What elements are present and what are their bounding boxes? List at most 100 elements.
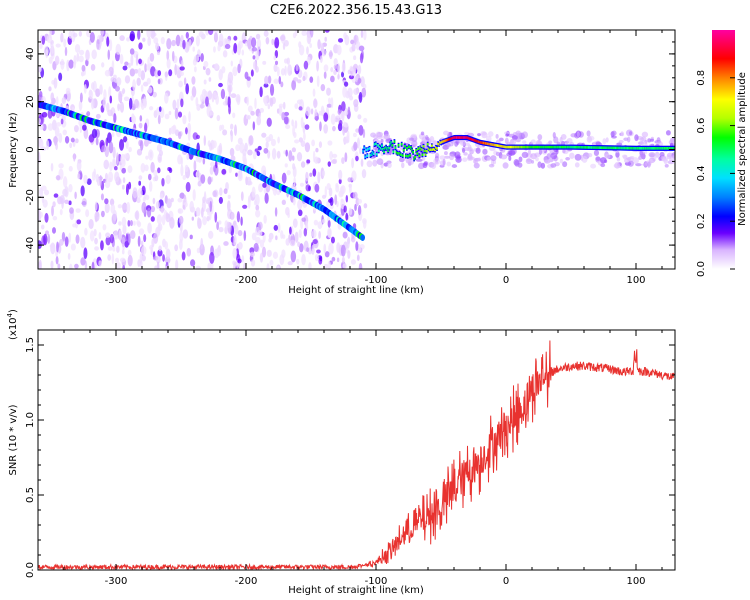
heatmap-speckle xyxy=(266,263,270,269)
tone-core xyxy=(567,145,569,149)
heatmap-speckle xyxy=(285,238,290,246)
heatmap-speckle xyxy=(255,236,261,245)
heatmap-speckle xyxy=(329,150,333,161)
tone-core xyxy=(571,145,574,149)
tone-core xyxy=(403,144,406,148)
heatmap-speckle xyxy=(251,37,257,48)
heatmap-speckle xyxy=(279,254,285,266)
heatmap-speckle xyxy=(203,90,209,97)
heatmap-halo xyxy=(559,158,564,164)
snr-background xyxy=(38,330,675,570)
tone-core xyxy=(673,147,675,150)
spectrogram-x-label: Height of straight line (km) xyxy=(288,285,424,296)
heatmap-speckle xyxy=(50,162,54,172)
colorbar-tick-label: 0.2 xyxy=(696,213,707,229)
heatmap-speckle xyxy=(119,164,123,171)
heatmap-speckle xyxy=(73,153,76,162)
spectrogram-x-axis: -300 -200 -100 0 100 xyxy=(37,30,663,286)
tone-core xyxy=(514,145,516,149)
tone-core xyxy=(639,147,642,150)
heatmap-halo xyxy=(504,137,509,145)
heatmap-speckle xyxy=(131,115,137,124)
tone-core xyxy=(517,145,520,149)
heatmap-speckle xyxy=(323,124,329,134)
heatmap-speckle xyxy=(215,94,219,105)
heatmap-speckle xyxy=(182,39,186,50)
heatmap-speckle xyxy=(278,76,282,85)
heatmap-halo xyxy=(490,155,497,162)
heatmap-speckle xyxy=(91,261,95,269)
heatmap-speckle xyxy=(327,260,331,269)
heatmap-speckle xyxy=(312,239,318,245)
heatmap-halo xyxy=(410,133,417,139)
snr-y-label: SNR (10 * v/v) xyxy=(8,404,19,475)
heatmap-speckle xyxy=(106,36,110,47)
heatmap-speckle xyxy=(290,250,297,263)
heatmap-speckle xyxy=(43,233,48,246)
heatmap-speckle xyxy=(285,124,291,130)
heatmap-speckle xyxy=(259,239,265,248)
heatmap-speckle xyxy=(251,186,256,198)
heatmap-speckle xyxy=(69,207,74,214)
figure-title: C2E6.2022.356.15.43.G13 xyxy=(270,3,442,18)
heatmap-speckle xyxy=(200,53,204,62)
heatmap-speckle xyxy=(256,151,261,157)
heatmap-speckle xyxy=(312,88,316,97)
heatmap-halo xyxy=(444,142,451,148)
heatmap-speckle xyxy=(41,35,46,45)
heatmap-speckle xyxy=(237,258,242,264)
heatmap-speckle xyxy=(162,254,165,262)
heatmap-speckle xyxy=(190,95,194,101)
heatmap-speckle xyxy=(273,55,277,61)
heatmap-speckle xyxy=(38,118,42,124)
heatmap-speckle xyxy=(112,246,116,252)
heatmap-speckle xyxy=(73,124,79,133)
heatmap-speckle xyxy=(122,224,127,235)
heatmap-speckle xyxy=(142,37,146,42)
heatmap-speckle xyxy=(128,62,131,68)
tone-core xyxy=(436,147,438,150)
tone-core xyxy=(537,145,539,149)
heatmap-speckle xyxy=(156,214,163,225)
heatmap-speckle xyxy=(68,59,74,69)
tone-core xyxy=(481,141,484,145)
heatmap-speckle xyxy=(193,160,197,172)
heatmap-speckle xyxy=(168,69,173,77)
heatmap-speckle xyxy=(51,205,54,217)
heatmap-speckle xyxy=(313,219,319,226)
heatmap-speckle xyxy=(158,245,162,252)
y-tick-label: 40 xyxy=(25,48,36,61)
heatmap-speckle xyxy=(122,65,128,71)
heatmap-speckle xyxy=(240,191,244,201)
heatmap-speckle xyxy=(351,43,356,52)
tone-core xyxy=(558,145,561,149)
heatmap-speckle xyxy=(330,75,335,83)
heatmap-speckle xyxy=(203,191,207,203)
heatmap-speckle xyxy=(133,68,139,74)
heatmap-speckle xyxy=(176,98,180,110)
heatmap-speckle xyxy=(328,242,334,255)
heatmap-speckle xyxy=(85,59,89,67)
heatmap-speckle xyxy=(99,84,103,95)
tone-core xyxy=(578,145,581,149)
tone-core xyxy=(582,146,585,149)
heatmap-speckle xyxy=(194,66,197,73)
heatmap-speckle xyxy=(273,78,279,84)
heatmap-speckle xyxy=(305,220,309,231)
x-tick-label: -200 xyxy=(235,275,258,286)
heatmap-speckle xyxy=(94,246,99,251)
x-tick-label: 100 xyxy=(626,576,645,587)
tone-core xyxy=(661,147,664,150)
heatmap-speckle xyxy=(147,56,150,68)
heatmap-speckle xyxy=(237,241,243,250)
tone-core xyxy=(456,136,459,139)
heatmap-speckle xyxy=(263,30,269,37)
tone-core xyxy=(598,146,601,149)
heatmap-halo xyxy=(425,136,430,141)
tone-core xyxy=(396,151,399,155)
tone-core xyxy=(620,146,623,150)
heatmap-speckle xyxy=(232,66,238,77)
tone-core xyxy=(609,146,612,150)
heatmap-speckle xyxy=(119,139,125,151)
